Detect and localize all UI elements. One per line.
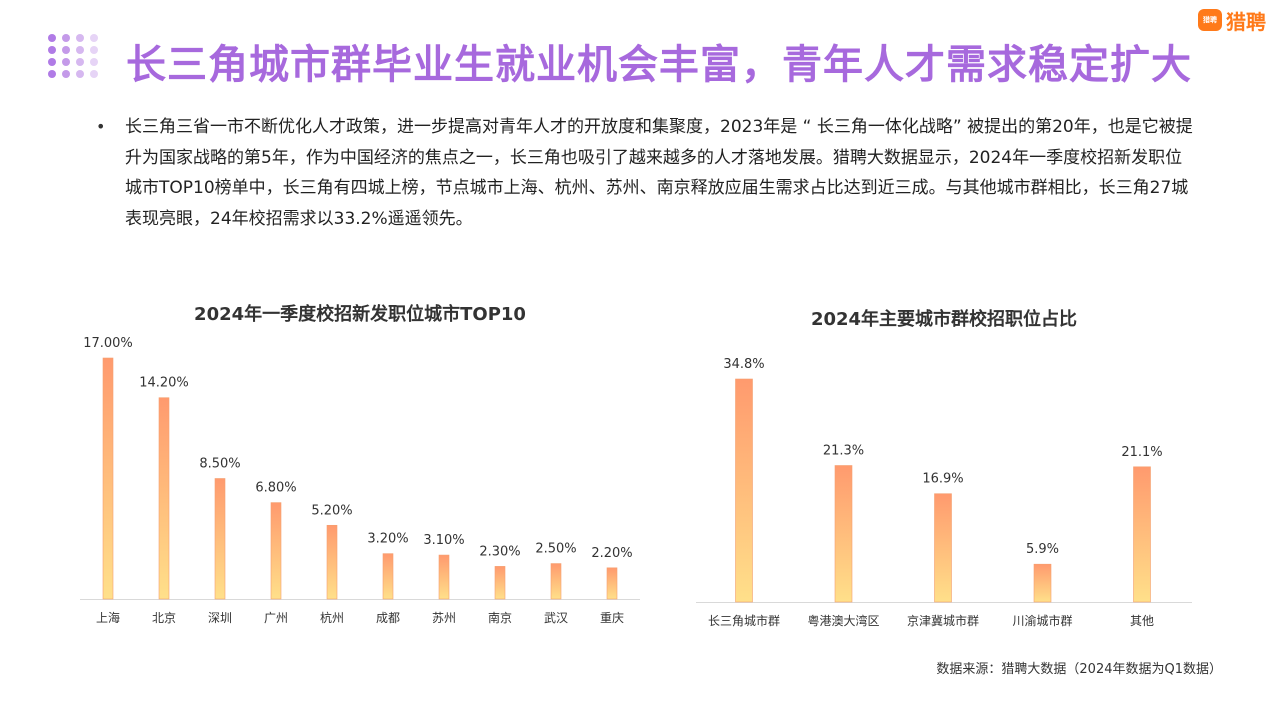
bar <box>1033 563 1052 603</box>
decor-dot <box>62 70 70 78</box>
data-label: 6.80% <box>255 481 296 496</box>
decor-dot <box>76 58 84 66</box>
x-tick-label: 京津冀城市群 <box>907 613 979 628</box>
data-label: 14.20% <box>139 376 189 391</box>
logo-icon: 猎聘 <box>1198 9 1222 31</box>
decor-dot <box>90 58 98 66</box>
x-tick-label: 苏州 <box>432 611 456 625</box>
x-tick-label: 南京 <box>488 610 512 625</box>
decor-dot <box>76 46 84 54</box>
bar <box>550 563 562 600</box>
body-paragraph: 长三角三省一市不断优化人才政策，进一步提高对青年人才的开放度和集聚度，2023年… <box>125 117 1193 229</box>
data-source-note: 数据来源：猎聘大数据（2024年数据为Q1数据） <box>936 662 1222 677</box>
chart-title-city-cluster: 2024年主要城市群校招职位占比 <box>810 309 1078 330</box>
bar <box>382 553 394 600</box>
x-tick-label: 粤港澳大湾区 <box>807 613 879 628</box>
data-label: 2.20% <box>591 546 632 561</box>
decor-dot <box>48 34 56 42</box>
x-tick-label: 长三角城市群 <box>708 613 780 628</box>
decor-dot <box>48 58 56 66</box>
x-tick-label: 北京 <box>152 611 176 625</box>
data-label: 5.9% <box>1026 542 1059 557</box>
decor-dot <box>48 46 56 54</box>
decor-dot <box>62 46 70 54</box>
bar <box>834 465 853 603</box>
bullet-marker: • <box>96 117 106 136</box>
decor-dot <box>62 58 70 66</box>
bar <box>158 397 170 600</box>
x-tick-label: 川渝城市群 <box>1012 613 1072 628</box>
decor-dot <box>76 70 84 78</box>
bar <box>270 502 282 600</box>
x-tick-label: 上海 <box>96 610 120 625</box>
data-label: 3.10% <box>423 533 464 548</box>
bar <box>102 357 114 600</box>
bar <box>735 378 753 603</box>
x-tick-label: 武汉 <box>544 611 568 625</box>
bar <box>606 567 618 600</box>
decor-dot <box>90 34 98 42</box>
data-label: 21.1% <box>1121 445 1162 460</box>
decor-dot <box>62 34 70 42</box>
bar <box>438 554 450 600</box>
x-tick-label: 杭州 <box>320 610 344 625</box>
decor-dot <box>48 70 56 78</box>
data-label: 5.20% <box>311 503 352 518</box>
data-label: 8.50% <box>199 457 240 472</box>
bar <box>214 478 226 600</box>
data-label: 2.50% <box>535 542 576 557</box>
decorative-dots <box>48 34 104 82</box>
x-tick-label: 广州 <box>264 611 288 625</box>
decor-dot <box>76 34 84 42</box>
x-tick-label: 成都 <box>376 611 400 625</box>
decor-dot <box>90 70 98 78</box>
decor-dot <box>90 46 98 54</box>
chart-title-city-top10: 2024年一季度校招新发职位城市TOP10 <box>194 304 526 325</box>
bar <box>1133 466 1151 603</box>
x-tick-label: 重庆 <box>600 611 624 625</box>
data-label: 34.8% <box>723 357 764 372</box>
x-tick-label: 其他 <box>1130 614 1154 628</box>
bar <box>494 566 506 600</box>
data-label: 2.30% <box>479 544 520 559</box>
logo-text: 猎聘 <box>1226 9 1266 34</box>
bar <box>934 493 952 603</box>
brand-logo: 猎聘 猎聘 <box>1198 8 1266 34</box>
data-label: 21.3% <box>823 444 864 459</box>
data-label: 17.00% <box>83 336 133 351</box>
data-label: 3.20% <box>367 532 408 547</box>
x-tick-label: 深圳 <box>208 611 232 625</box>
bar <box>326 524 338 600</box>
data-label: 16.9% <box>922 472 963 487</box>
page-title: 长三角城市群毕业生就业机会丰富，青年人才需求稳定扩大 <box>126 42 1192 88</box>
